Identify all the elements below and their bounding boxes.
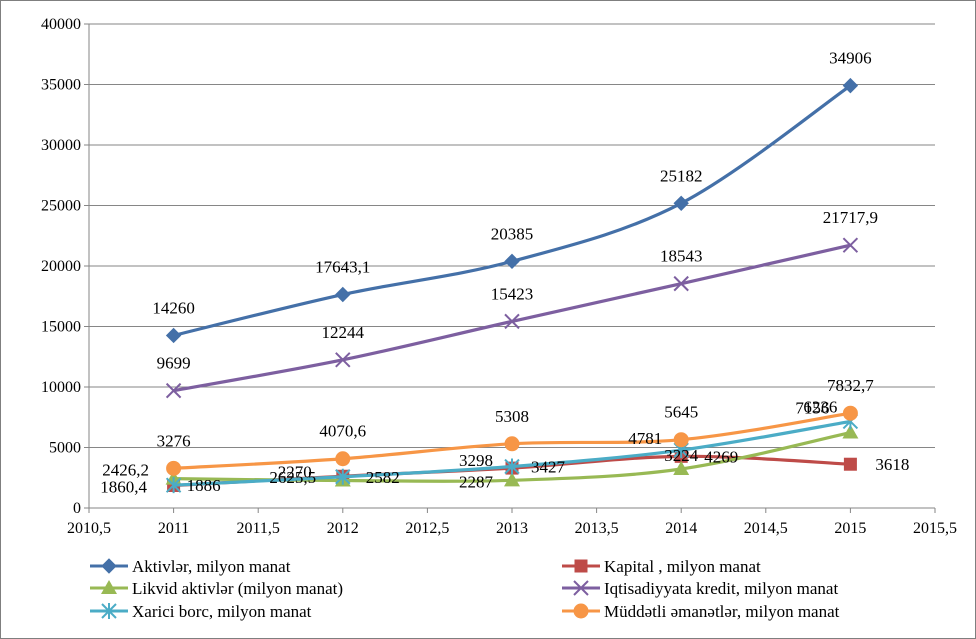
- data-point: [165, 477, 182, 494]
- data-label: 5308: [495, 407, 529, 426]
- data-point: [842, 424, 859, 439]
- x-tick-label: 2010,5: [67, 520, 111, 537]
- data-label: 3618: [875, 455, 909, 474]
- data-label: 7832,7: [827, 376, 874, 395]
- data-point: [842, 77, 859, 94]
- data-point: [842, 237, 859, 253]
- data-label: 4781: [628, 429, 662, 448]
- data-label: 4070,6: [319, 422, 366, 441]
- data-point: [504, 313, 520, 330]
- data-label: 2582: [366, 468, 400, 487]
- x-tick-label: 2013,5: [575, 520, 619, 537]
- data-label: 2270: [278, 463, 312, 482]
- data-label: 15423: [491, 284, 534, 303]
- legend-item: Likvid aktivlər (milyon manat): [90, 579, 343, 598]
- data-label-layer: 14260 17643,1 20385 25182 34906 1860,4 2625,5 3…: [100, 49, 909, 497]
- data-label: 12244: [322, 323, 365, 342]
- data-label: 1886: [187, 476, 221, 495]
- y-tick-label: 25000: [41, 198, 81, 215]
- data-label: 18543: [660, 247, 703, 266]
- legend-item: Iqtisadiyyata kredit, milyon manat: [562, 579, 838, 598]
- data-point: [673, 432, 689, 448]
- data-label: 21717,9: [823, 208, 878, 227]
- legend-marker: [574, 559, 588, 573]
- data-point: [335, 451, 351, 467]
- y-tick-label: 30000: [41, 137, 81, 154]
- x-tick-label: 2012: [327, 520, 359, 537]
- legend-label: Xarici borc, milyon manat: [132, 602, 312, 621]
- data-label: 5645: [664, 403, 698, 422]
- data-label: 2426,2: [102, 461, 149, 480]
- legend-marker: [101, 603, 117, 619]
- y-tick-label: 35000: [41, 77, 81, 94]
- data-label: 3427: [531, 458, 566, 477]
- data-label: 17643,1: [315, 258, 370, 277]
- legend-item: Xarici borc, milyon manat: [90, 602, 312, 621]
- data-point: [165, 327, 182, 344]
- y-tick-label: 10000: [41, 379, 81, 396]
- data-point: [335, 286, 351, 303]
- x-tick-label: 2014: [665, 520, 697, 537]
- data-point: [335, 352, 351, 368]
- data-point: [335, 468, 351, 485]
- legend-item: Kapital , milyon manat: [562, 557, 761, 576]
- data-point: [504, 253, 520, 270]
- legend-label: Iqtisadiyyata kredit, milyon manat: [604, 579, 838, 598]
- legend: Aktivlər, milyon manat Kapital , milyon m…: [90, 557, 840, 621]
- data-label: 3276: [157, 431, 191, 450]
- data-label: 6236: [803, 398, 837, 417]
- data-label: 3224: [664, 446, 699, 465]
- x-tick-label: 2015,5: [913, 520, 957, 537]
- data-label: 20385: [491, 224, 534, 243]
- legend-marker: [573, 603, 589, 619]
- data-label: 25182: [660, 166, 703, 185]
- data-label: 2625,5: [269, 468, 316, 487]
- y-tick-label: 15000: [41, 319, 81, 336]
- legend-item: Aktivlər, milyon manat: [90, 557, 291, 576]
- series-layer: [165, 77, 859, 494]
- x-tick-label: 2011: [158, 520, 189, 537]
- series-1: [165, 77, 859, 344]
- axis-layer: 0 5000 10000 15000 20000 25000 30000 35000 40000…: [41, 16, 957, 537]
- legend-marker: [101, 558, 117, 574]
- series-4: [165, 237, 859, 399]
- y-tick-label: 20000: [41, 258, 81, 275]
- legend-item: Müddətli əmanətlər, milyon manat: [562, 602, 840, 621]
- data-label: 3298: [459, 451, 493, 470]
- data-point: [842, 405, 858, 421]
- data-point: [673, 460, 690, 475]
- legend-label: Likvid aktivlər (milyon manat): [132, 579, 343, 598]
- legend-marker: [101, 580, 117, 594]
- data-point: [504, 458, 520, 475]
- data-point: [504, 436, 520, 452]
- y-tick-label: 5000: [49, 440, 81, 457]
- data-point: [673, 275, 689, 292]
- y-tick-label: 40000: [41, 16, 81, 33]
- legend-label: Aktivlər, milyon manat: [132, 557, 291, 576]
- series-6: [166, 405, 858, 476]
- data-point: [166, 460, 182, 476]
- legend-label: Müddətli əmanətlər, milyon manat: [604, 602, 840, 621]
- data-label: 4269: [704, 447, 738, 466]
- x-tick-label: 2014,5: [744, 520, 788, 537]
- legend-marker: [573, 580, 589, 596]
- data-point: [165, 382, 182, 399]
- data-label: 34906: [829, 49, 872, 68]
- data-label: 1860,4: [100, 477, 147, 496]
- legend-label: Kapital , milyon manat: [604, 557, 761, 576]
- data-point: [673, 195, 689, 212]
- data-label: 9699: [157, 354, 191, 373]
- data-label: 2287: [459, 472, 494, 491]
- x-tick-label: 2013: [496, 520, 528, 537]
- x-tick-label: 2011,5: [236, 520, 279, 537]
- data-point: [843, 457, 857, 471]
- x-tick-label: 2015: [834, 520, 866, 537]
- data-point: [504, 472, 520, 487]
- data-label: 7156: [795, 398, 829, 417]
- data-label: 14260: [152, 298, 195, 317]
- x-tick-label: 2012,5: [405, 520, 449, 537]
- y-tick-label: 0: [73, 500, 81, 517]
